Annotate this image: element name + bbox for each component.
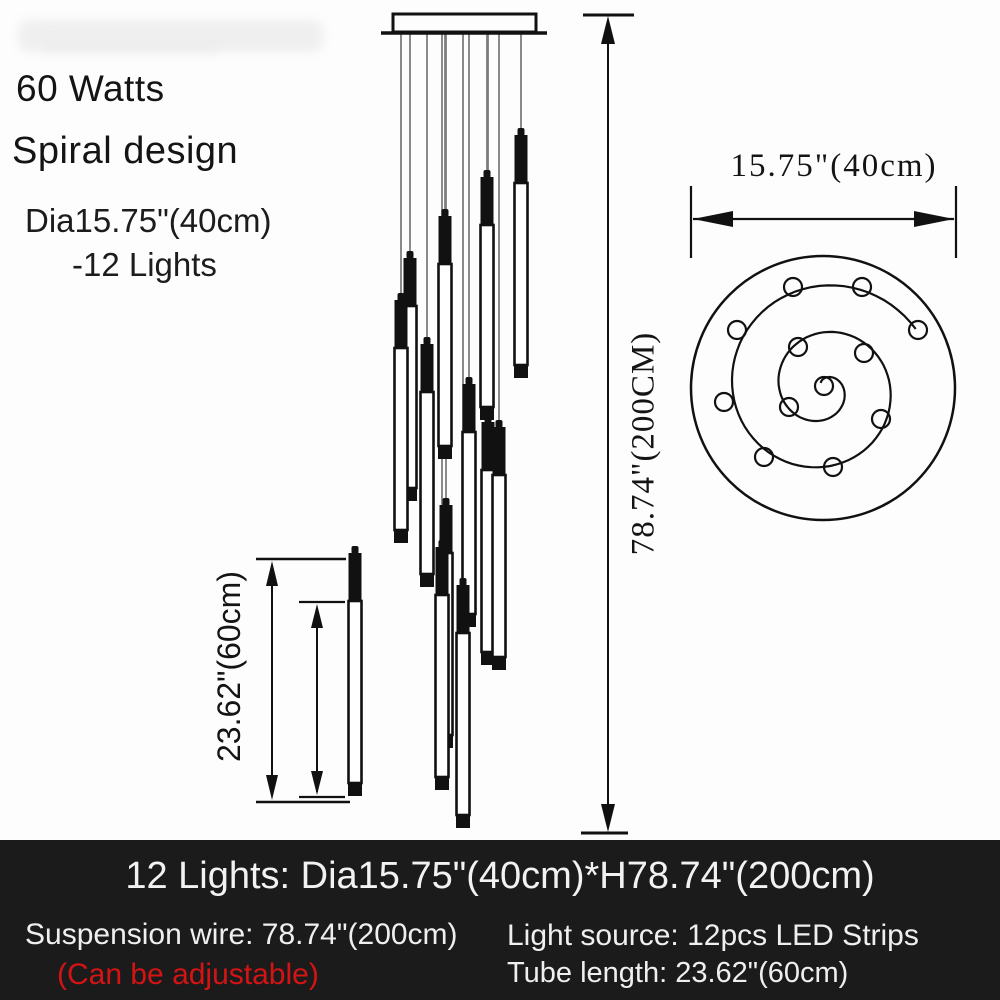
tube-knob [351, 546, 359, 554]
footer-title: 12 Lights: Dia15.75"(40cm)*H78.74"(200cm… [125, 855, 875, 897]
tube-led-strip [437, 262, 453, 448]
light-position-circle [787, 336, 809, 358]
tube-led-strip [491, 473, 507, 659]
footer-adjustable-note: (Can be adjustable) [57, 958, 319, 991]
light-position-circle [907, 319, 929, 341]
tube-upper-body [394, 300, 408, 348]
light-position-circle [853, 342, 875, 364]
tube-knob [484, 415, 492, 423]
spec-diameter: Dia15.75"(40cm) [25, 202, 272, 239]
tube-led-strip [434, 593, 450, 779]
tube-led-strip [455, 631, 471, 817]
tube-knob [438, 540, 446, 548]
tube-upper-body [438, 216, 452, 264]
tube-knob [397, 293, 405, 301]
spiral-curve [730, 284, 917, 469]
footer-tube-length: Tube length: 23.62"(60cm) [507, 957, 849, 989]
tube-knob [459, 578, 467, 586]
tube-end-cap [438, 447, 452, 459]
tube-led-strip [513, 181, 529, 367]
tube-end-cap [394, 531, 408, 543]
dimension-line-total-height [581, 13, 634, 835]
tube-knob [483, 170, 491, 178]
tube-upper-body [435, 547, 449, 595]
tube-knob [406, 251, 414, 259]
light-position-circle [778, 396, 800, 418]
tube-end-cap [514, 366, 528, 378]
footer-light-source: Light source: 12pcs LED Strips [507, 919, 919, 952]
spec-light-count: -12 Lights [72, 246, 217, 283]
footer-suspension-wire: Suspension wire: 78.74"(200cm) [25, 918, 458, 951]
tube-upper-body [420, 344, 434, 392]
spec-wattage: 60 Watts [16, 68, 165, 109]
reference-tube [347, 546, 363, 796]
light-position-circle [822, 456, 844, 478]
light-position-circle [870, 408, 892, 430]
tube-led-strip [347, 599, 363, 785]
ceiling-canopy [381, 12, 547, 35]
light-position-circle [851, 276, 873, 298]
tube-upper-body [348, 553, 362, 601]
tube-end-cap [456, 816, 470, 828]
tube-knob [442, 498, 450, 506]
spec-design: Spiral design [12, 130, 239, 172]
tube-knob [517, 128, 525, 136]
dimension-top-view-width: 15.75"(40cm) [730, 148, 938, 184]
light-position-circle [713, 391, 735, 413]
tube-upper-body [481, 422, 495, 470]
dimension-line-tube-length [256, 557, 350, 804]
tube-end-cap [420, 575, 434, 587]
watermark [40, 40, 220, 54]
tube-upper-body [514, 135, 528, 183]
light-position-circle [782, 276, 804, 298]
spec-footer-bar: 12 Lights: Dia15.75"(40cm)*H78.74"(200cm… [0, 840, 1000, 1000]
tube-end-cap [435, 778, 449, 790]
tube-upper-body [462, 384, 476, 432]
tube-knob [495, 420, 503, 428]
tube-led-strip [393, 346, 409, 532]
tube-upper-body [492, 427, 506, 475]
pendant-tubes [393, 128, 529, 828]
tube-knob [441, 209, 449, 217]
tube-upper-body [456, 585, 470, 633]
light-position-circle [813, 375, 835, 397]
tube-led-strip [479, 223, 495, 409]
top-view-outline-circle [689, 254, 957, 522]
tube-end-cap [348, 784, 362, 796]
light-position-circle [726, 319, 748, 341]
tube-knob [423, 337, 431, 345]
tube-led-strip [419, 390, 435, 576]
spiral-top-view [689, 254, 957, 522]
dimension-line-top-view-width [689, 186, 958, 258]
tube-upper-body [403, 258, 417, 306]
light-position-circle [753, 446, 775, 468]
tube-knob [465, 377, 473, 385]
tube-upper-body [480, 177, 494, 225]
tube-end-cap [492, 658, 506, 670]
